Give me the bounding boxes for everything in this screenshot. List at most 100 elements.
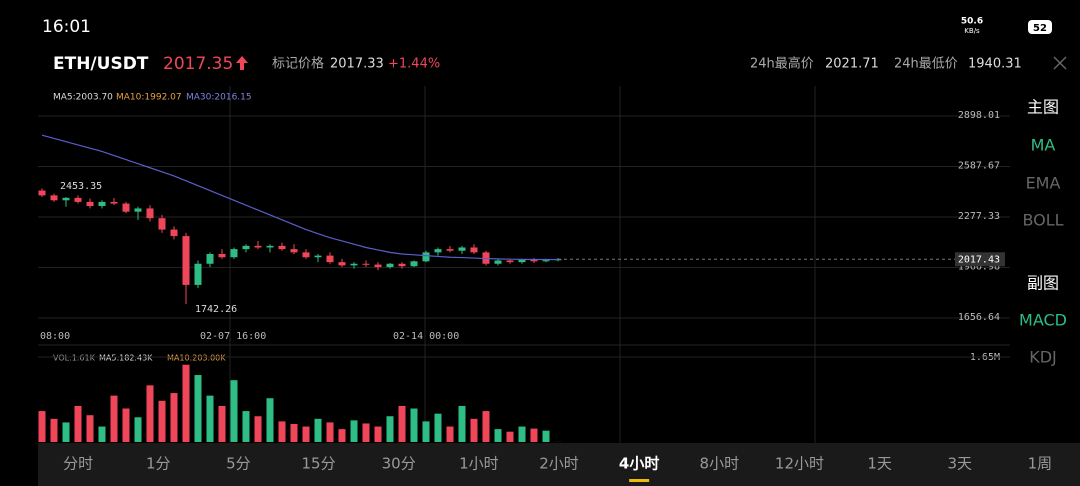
interval-tab[interactable]: 3天	[947, 455, 972, 473]
interval-tab[interactable]: 8小时	[700, 455, 740, 473]
candle-body	[338, 262, 346, 266]
net-speed: 50.6	[961, 17, 983, 27]
volume-bar	[398, 405, 406, 442]
high: 2021.71	[825, 57, 879, 72]
volume-bar	[62, 422, 70, 442]
volume-bar	[170, 393, 178, 442]
interval-tab[interactable]: 1周	[1028, 455, 1053, 473]
interval-tab[interactable]: 2小时	[539, 455, 579, 473]
volume-bar	[446, 426, 454, 442]
indicator[interactable]: MACD	[1019, 311, 1067, 330]
change: +1.44%	[388, 57, 440, 72]
volume-bar	[374, 426, 382, 442]
volume-bar	[146, 385, 154, 442]
interval-tab[interactable]: 1小时	[459, 455, 499, 473]
candle-body	[218, 253, 226, 258]
candle-body	[506, 260, 514, 263]
net-unit: KB/s	[964, 27, 980, 35]
ma30-legend: MA30:2016.15	[186, 93, 252, 103]
y-tick-label: 2277.33	[958, 211, 1000, 222]
candle-body	[362, 263, 370, 265]
volume-bar	[338, 429, 346, 442]
volume-bar	[458, 405, 466, 442]
volume-bar	[326, 422, 334, 442]
indicator[interactable]: KDJ	[1029, 348, 1057, 367]
low: 1940.31	[968, 57, 1022, 72]
volume-bar	[506, 431, 514, 442]
mark-price: 2017.33	[330, 57, 384, 72]
volume-bar	[314, 418, 322, 442]
candle-body	[470, 247, 478, 253]
volume-bar	[434, 413, 442, 442]
ma30-line	[41, 134, 559, 261]
candle-body	[278, 245, 286, 250]
candle-body	[458, 247, 466, 251]
interval-tab[interactable]: 1天	[867, 455, 892, 473]
candle-body	[434, 249, 442, 253]
main-title: 主图	[1027, 98, 1059, 117]
volume-bar	[158, 400, 166, 442]
volume-bar	[50, 418, 58, 442]
vol-legend: VOL:1.61K	[53, 354, 96, 363]
vol-ma10-legend: MA10:203.00K	[167, 354, 226, 363]
interval-tab[interactable]: 1分	[146, 455, 171, 473]
volume-bar	[266, 398, 274, 442]
candle-body	[50, 195, 58, 201]
y-tick-label: 2898.01	[958, 110, 1000, 121]
candle-body	[206, 253, 214, 264]
volume-bar	[206, 395, 214, 442]
low-label: 24h最低价	[894, 57, 958, 72]
interval-tab[interactable]: 4小时	[619, 455, 659, 473]
volume-bar	[230, 380, 238, 442]
indicator[interactable]: EMA	[1026, 174, 1061, 193]
sub-title: 副图	[1027, 274, 1059, 293]
interval-tab[interactable]: 分时	[63, 455, 93, 473]
volume-bar	[470, 418, 478, 442]
last-price-label: 2017.43	[958, 254, 1000, 265]
candle-body	[290, 249, 298, 253]
status-time: 16:01	[42, 17, 91, 37]
ma5-legend: MA5:2003.70	[53, 93, 113, 103]
candle-body	[254, 245, 262, 248]
volume-bar	[350, 420, 358, 442]
candle-body	[398, 263, 406, 267]
interval-tab[interactable]: 5分	[226, 455, 251, 473]
vol-ma5-legend: MA5:182.43K	[99, 354, 153, 363]
volume-bar	[410, 408, 418, 442]
battery-level: 52	[1033, 23, 1047, 34]
low-annotation: 1742.26	[195, 304, 237, 315]
volume-bar	[482, 411, 490, 442]
volume-bar	[530, 428, 538, 442]
v-grid	[38, 86, 1010, 443]
volume-bar	[542, 430, 550, 442]
interval-tab[interactable]: 15分	[301, 455, 335, 473]
candle-body	[494, 260, 502, 264]
pair[interactable]: ETH/USDT	[53, 54, 149, 74]
tab-indicator	[629, 479, 650, 482]
candle-body	[266, 245, 274, 248]
candle-body	[422, 252, 430, 262]
candle-body	[38, 190, 46, 196]
candle-body	[110, 201, 118, 204]
close-button[interactable]	[1053, 56, 1067, 70]
candle-body	[374, 264, 382, 268]
volume-bar	[422, 421, 430, 442]
volume-bar	[494, 429, 502, 442]
indicator[interactable]: BOLL	[1022, 211, 1063, 230]
volume-bar	[74, 405, 82, 442]
high-annotation: 2453.35	[60, 181, 102, 192]
interval-tab[interactable]: 30分	[382, 455, 416, 473]
volume-bar	[110, 395, 118, 442]
volume-bar	[134, 417, 142, 442]
candle-body	[146, 208, 154, 219]
x-label: 02-14 00:00	[393, 331, 459, 342]
candle-body	[530, 259, 538, 262]
candle-body	[62, 197, 70, 201]
volume-bar	[278, 421, 286, 442]
volume-bar	[38, 411, 46, 442]
indicator[interactable]: MA	[1031, 136, 1056, 155]
interval-tab[interactable]: 12小时	[775, 455, 824, 473]
volume-bar	[122, 408, 130, 442]
y-tick-label: 1966.98	[958, 262, 1000, 273]
